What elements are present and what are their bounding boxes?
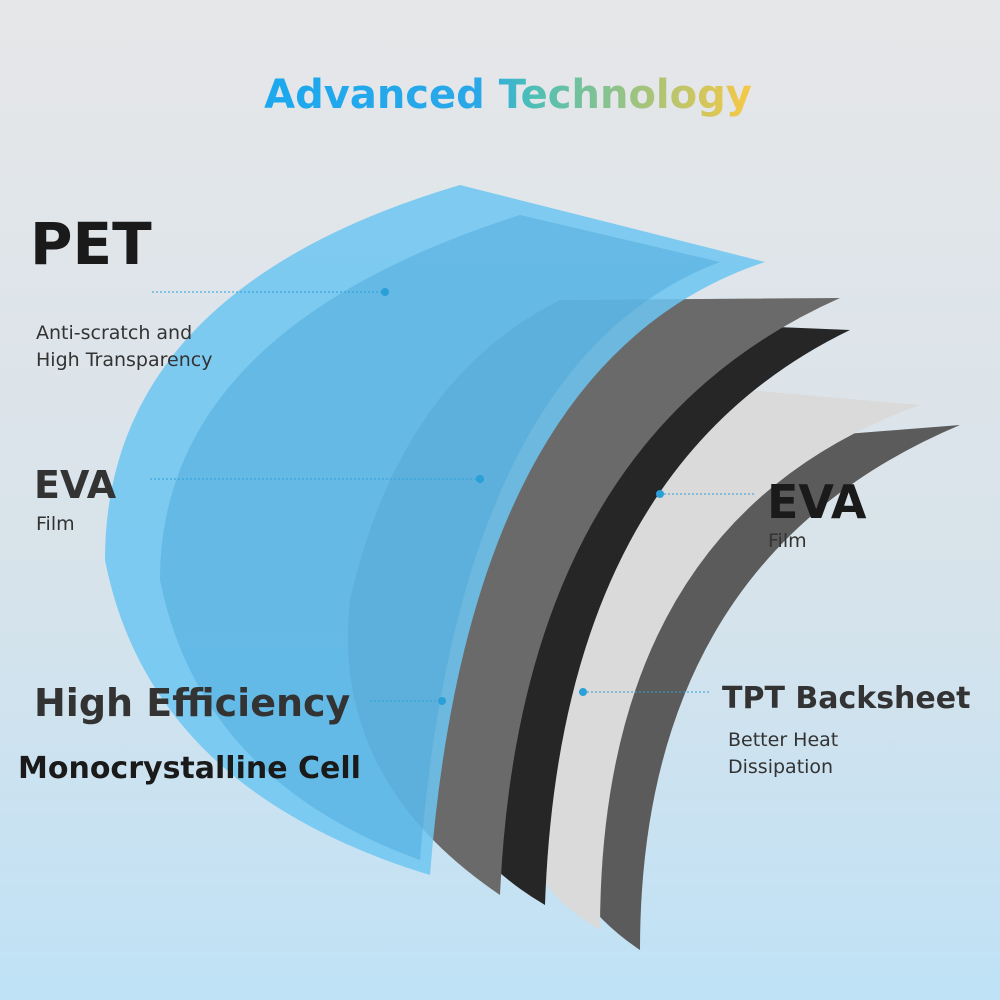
layer-description: Monocrystalline Cell <box>18 751 361 786</box>
pet-panel <box>160 215 720 860</box>
title: Advanced Technology <box>264 72 752 118</box>
leader-dot <box>381 288 389 296</box>
layer-description: Film <box>36 513 75 535</box>
layer-label: EVA <box>34 463 117 507</box>
leader-dot <box>579 688 587 696</box>
leader-dot <box>438 697 446 705</box>
layer-description: Film <box>768 530 807 552</box>
layers <box>105 185 960 950</box>
layer-description: Better Heat <box>728 729 838 751</box>
pet-layer <box>105 185 765 875</box>
layer-label: TPT Backsheet <box>722 681 970 716</box>
layer-label: EVA <box>767 475 867 529</box>
layer-label: High Efficiency <box>34 681 351 725</box>
layer-description: Dissipation <box>728 756 833 778</box>
leader-dot <box>656 490 664 498</box>
layer-description: High Transparency <box>36 349 212 371</box>
layer-description: Anti-scratch and <box>36 322 192 344</box>
leaders <box>150 288 755 705</box>
leader-dot <box>476 475 484 483</box>
layer-label: PET <box>30 210 152 278</box>
